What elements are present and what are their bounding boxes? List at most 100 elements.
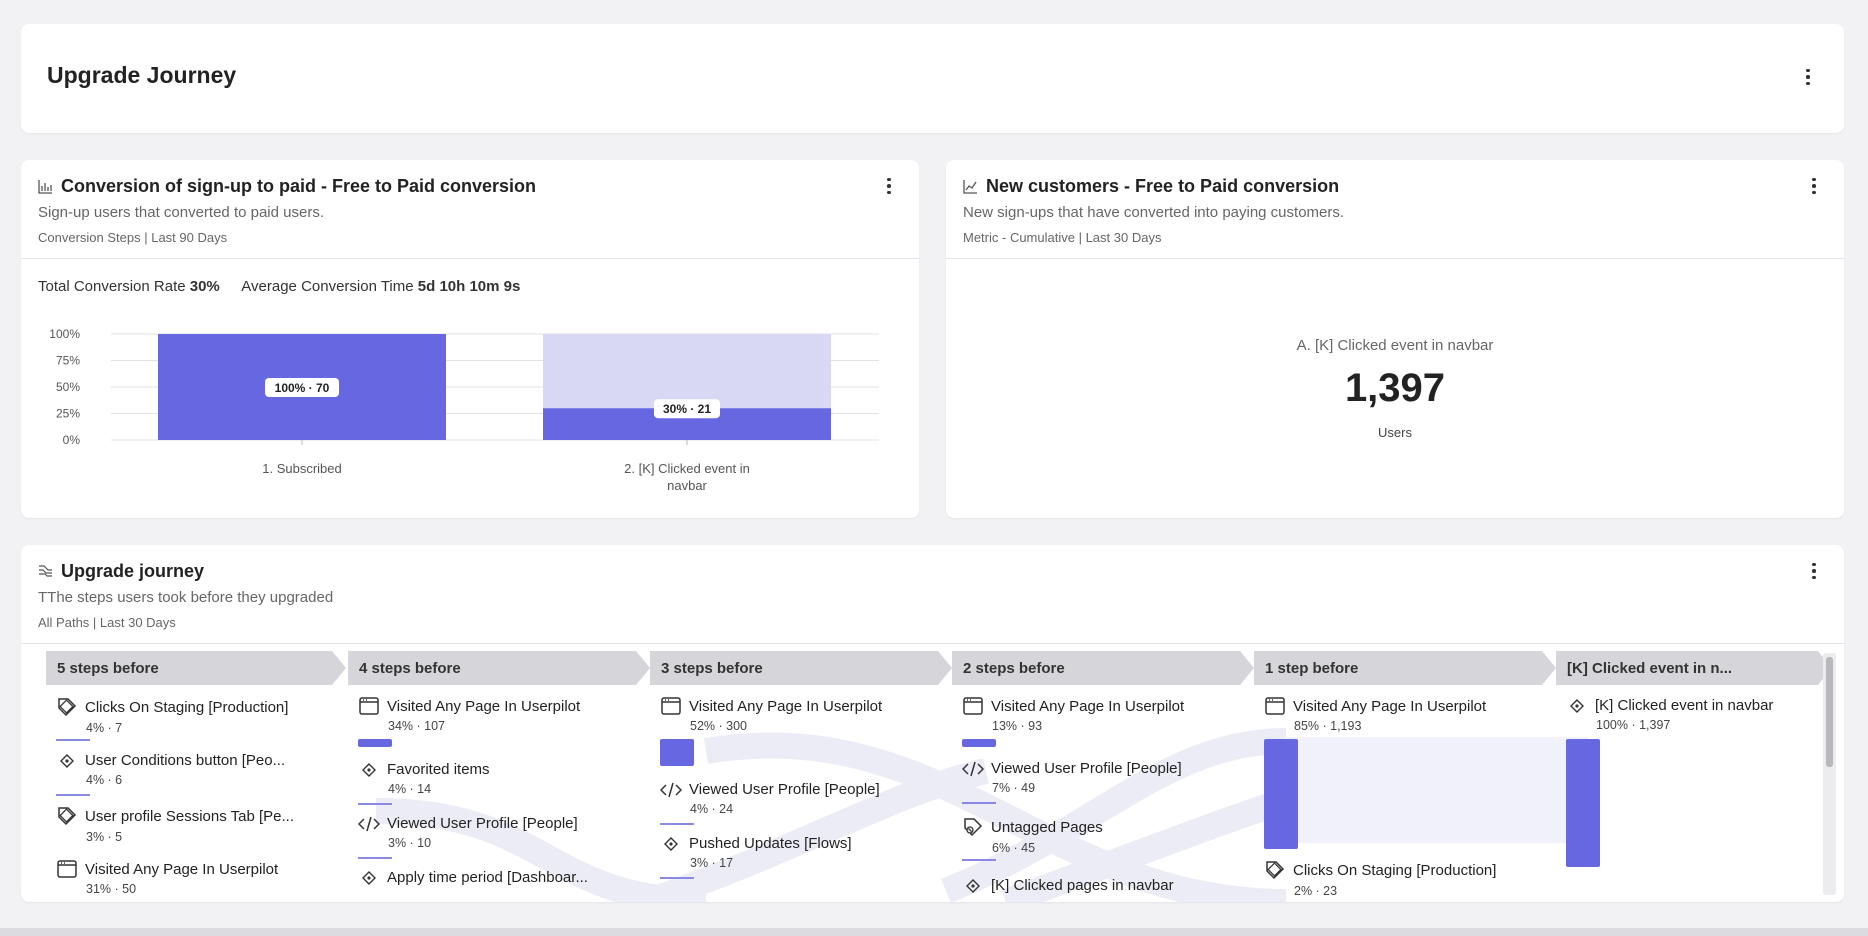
- journey-node[interactable]: Visited Any Page In Userpilot 13% · 93: [962, 697, 1184, 733]
- journey-node-label: Visited Any Page In Userpilot: [689, 697, 883, 715]
- journey-node-label: Viewed User Profile [People]: [689, 781, 880, 798]
- code-icon: [358, 816, 380, 832]
- tag-icon: [56, 697, 78, 717]
- journey-node-line[interactable]: [56, 739, 90, 741]
- journey-node-stats: 13% · 93: [992, 719, 1043, 733]
- target-icon: [56, 753, 78, 768]
- flow-link: [703, 732, 1287, 902]
- journey-node[interactable]: Viewed User Profile [People] 4% · 24: [660, 781, 880, 816]
- bar-chart-icon: [38, 180, 52, 194]
- journey-node-stats: 4% · 7: [86, 721, 123, 735]
- data-label: 30% · 21: [663, 402, 711, 416]
- conversion-more-menu-icon[interactable]: [879, 176, 899, 196]
- journey-node-label: Visited Any Page In Userpilot: [991, 697, 1185, 715]
- journey-node[interactable]: Visited Any Page In Userpilot 85% · 1,193: [1264, 697, 1486, 733]
- journey-scrollbar-thumb[interactable]: [1826, 657, 1833, 767]
- journey-node[interactable]: Pushed Updates [Flows] 3% · 17: [660, 835, 852, 870]
- target-icon: [358, 762, 380, 777]
- journey-node[interactable]: User profile Sessions Tab [Pe... 3% · 5: [56, 806, 294, 844]
- journey-node-label: Pushed Updates [Flows]: [689, 835, 852, 852]
- flow-icon: [39, 565, 52, 577]
- journey-node-line[interactable]: [962, 859, 996, 861]
- journey-divider: [21, 643, 1844, 644]
- journey-node[interactable]: Viewed User Profile [People] 7% · 49: [962, 760, 1182, 795]
- journey-node[interactable]: Apply time period [Dashboar...: [358, 869, 588, 886]
- conversion-card-title: Conversion of sign-up to paid - Free to …: [38, 176, 536, 197]
- journey-more-menu-icon[interactable]: [1804, 561, 1824, 581]
- journey-node-label: Visited Any Page In Userpilot: [387, 697, 581, 715]
- journey-node-bar[interactable]: [358, 739, 392, 747]
- journey-node[interactable]: Visited Any Page In Userpilot 52% · 300: [660, 697, 882, 733]
- journey-node-line[interactable]: [660, 823, 694, 825]
- journey-node[interactable]: Visited Any Page In Userpilot 34% · 107: [358, 697, 580, 733]
- code-icon: [962, 761, 984, 777]
- journey-column: [K] Clicked event in n... [K] Clicked eve…: [1556, 651, 1826, 902]
- journey-column-header: 1 step before: [1254, 651, 1556, 685]
- metric-unit: Users: [1378, 425, 1412, 440]
- journey-node[interactable]: Untagged Pages 6% · 45: [962, 817, 1103, 855]
- journey-node-stats: 3% · 17: [690, 856, 734, 870]
- journey-node-bar[interactable]: [1566, 739, 1600, 867]
- journey-node[interactable]: User Conditions button [Peo... 4% · 6: [56, 752, 285, 787]
- bar-dropoff[interactable]: [543, 334, 831, 409]
- page-icon: [358, 697, 380, 715]
- journey-node-label: Untagged Pages: [991, 818, 1103, 836]
- metric-value: 1,397: [1344, 366, 1446, 410]
- journey-meta: All Paths | Last 30 Days: [38, 615, 176, 630]
- journey-node-stats: 4% · 24: [690, 802, 734, 816]
- bottom-bar: [0, 928, 1868, 936]
- journey-node-bar[interactable]: [1264, 739, 1298, 849]
- target-icon: [1566, 698, 1588, 713]
- journey-card: Upgrade journey TThe steps users took be…: [21, 545, 1844, 902]
- journey-node[interactable]: Clicks On Staging [Production] 2% · 23: [1264, 860, 1496, 898]
- journey-node-stats: 85% · 1,193: [1294, 719, 1362, 733]
- conversion-time-label: Average Conversion Time: [241, 278, 414, 295]
- x-tick-label: 2. [K] Clicked event in: [624, 461, 750, 476]
- journey-column-header: 3 steps before: [650, 651, 952, 685]
- y-tick-label: 0%: [63, 433, 81, 447]
- metric-title-text: New customers - Free to Paid conversion: [986, 176, 1340, 196]
- journey-node-line[interactable]: [56, 794, 90, 796]
- journey-flow-links: [375, 728, 1588, 902]
- tag-icon: [56, 806, 78, 826]
- journey-card-title: Upgrade journey: [38, 561, 204, 582]
- metric-card: New customers - Free to Paid conversion …: [946, 160, 1844, 518]
- journey-node-bar[interactable]: [962, 739, 996, 747]
- journey-node-line[interactable]: [358, 857, 392, 859]
- x-tick-label: 1. Subscribed: [262, 461, 342, 476]
- page-icon: [1264, 697, 1286, 715]
- journey-node[interactable]: Clicks On Staging [Production] 4% · 7: [56, 697, 288, 735]
- journey-node-bar[interactable]: [660, 739, 694, 766]
- journey-column: 3 steps before Visited Any Page In Userpi…: [650, 651, 952, 902]
- journey-scrollbar[interactable]: [1823, 653, 1836, 895]
- metric-more-menu-icon[interactable]: [1804, 176, 1824, 196]
- dashboard-more-menu-icon[interactable]: [1798, 67, 1818, 87]
- journey-node[interactable]: Visited Any Page In Userpilot 31% · 50: [56, 860, 278, 896]
- journey-node-label: [K] Clicked pages in navbar: [991, 877, 1174, 894]
- journey-node-line[interactable]: [962, 802, 996, 804]
- journey-node[interactable]: [K] Clicked pages in navbar: [962, 877, 1174, 894]
- journey-node[interactable]: Favorited items 4% · 14: [358, 761, 490, 796]
- journey-node-stats: 34% · 107: [388, 719, 445, 733]
- journey-node-stats: 4% · 14: [388, 782, 432, 796]
- y-tick-label: 100%: [49, 327, 80, 341]
- journey-node-stats: 52% · 300: [690, 719, 747, 733]
- journey-node-stats: 100% · 1,397: [1596, 718, 1671, 732]
- target-icon: [358, 870, 380, 885]
- journey-node-label: Apply time period [Dashboar...: [387, 869, 588, 886]
- target-icon: [962, 878, 984, 893]
- journey-column: 5 steps before Clicks On Staging [Product…: [46, 651, 346, 902]
- journey-node-line[interactable]: [660, 877, 694, 879]
- journey-node[interactable]: [K] Clicked event in navbar 100% · 1,397: [1566, 697, 1773, 732]
- data-label: 100% · 70: [275, 381, 330, 395]
- y-tick-label: 75%: [56, 354, 80, 368]
- conversion-subtitle: Sign-up users that converted to paid use…: [38, 204, 324, 221]
- dashboard-title: Upgrade Journey: [47, 62, 237, 88]
- journey-node-line[interactable]: [358, 803, 392, 805]
- metric-subtitle: New sign-ups that have converted into pa…: [963, 204, 1345, 221]
- journey-column: 2 steps before Visited Any Page In Userpi…: [952, 651, 1254, 902]
- journey-node-label: User profile Sessions Tab [Pe...: [85, 807, 294, 825]
- journey-column-header: 2 steps before: [952, 651, 1254, 685]
- journey-node-label: User Conditions button [Peo...: [85, 752, 286, 769]
- journey-node[interactable]: Viewed User Profile [People] 3% · 10: [358, 815, 578, 850]
